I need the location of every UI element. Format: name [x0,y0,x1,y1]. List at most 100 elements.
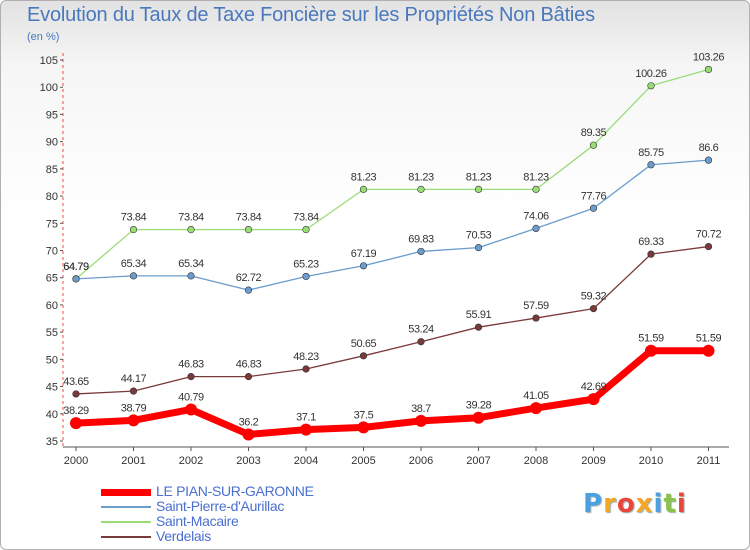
y-tick-label: 85 [46,164,58,176]
data-label: 81.23 [523,171,549,183]
legend-label: Verdelais [156,528,211,544]
series-line-2 [75,68,710,280]
logo-letter: x [635,489,654,519]
logo-letter: r [603,489,617,519]
data-point [704,242,713,251]
x-tick-label: 2009 [581,455,605,467]
data-label: 77.76 [581,190,607,202]
y-tick-label: 55 [46,327,58,339]
data-label: 70.72 [696,229,722,241]
data-label: 70.53 [466,230,492,242]
data-label: 38.79 [121,402,147,414]
data-point [474,185,483,193]
data-label: 67.19 [351,248,377,260]
data-label: 38.29 [63,405,89,417]
data-label: 53.24 [408,324,434,336]
data-label: 64.79 [63,261,89,273]
logo-letter: P [583,489,604,519]
data-label: 37.1 [296,412,316,424]
data-label: 55.91 [466,309,492,321]
data-point [302,225,310,234]
data-label: 46.83 [236,359,262,371]
data-point [129,225,138,234]
data-label: 81.23 [408,171,434,183]
data-point [72,390,80,398]
data-label: 74.06 [523,210,549,222]
data-label: 59.32 [581,291,607,303]
x-tick-label: 2008 [524,455,548,467]
data-point [302,272,310,281]
legend-label: LE PIAN-SUR-GARONNE [156,483,314,499]
x-tick-label: 2010 [639,455,663,467]
logo-letter: i [653,489,664,519]
x-tick-label: 2006 [409,455,433,467]
data-label: 65.34 [178,258,204,270]
data-label: 64.79 [63,261,89,273]
data-point [357,421,370,434]
data-label: 50.65 [351,338,377,350]
data-point [417,185,425,193]
chart-subtitle: (en %) [27,31,60,43]
data-point [474,323,483,331]
data-label: 57.59 [523,300,549,312]
y-tick-label: 65 [46,273,58,285]
data-point [187,272,195,280]
y-tick-label: 90 [46,137,58,149]
data-point [589,204,598,212]
data-point [647,161,655,169]
data-label: 69.83 [408,233,434,245]
data-label: 39.28 [466,400,492,412]
data-point [415,414,427,427]
data-label: 41.05 [523,390,549,402]
y-tick-label: 95 [46,109,58,121]
data-label: 51.59 [696,333,722,345]
x-tick-label: 2007 [466,455,490,467]
data-label: 69.33 [638,236,664,248]
data-point [532,185,540,193]
legend-swatch [101,536,151,538]
data-point [532,224,540,233]
data-point [472,411,485,424]
y-tick-label: 70 [46,246,58,258]
data-point [704,65,713,74]
legend-swatch [101,488,151,496]
data-point [704,156,713,164]
y-tick-label: 45 [46,382,58,394]
data-point [532,314,540,322]
data-label: 103.26 [693,51,725,63]
data-point [647,250,655,258]
data-label: 44.17 [121,373,147,385]
data-point [244,373,253,381]
data-label: 46.83 [178,359,204,371]
data-label: 81.23 [466,171,492,183]
data-label: 38.7 [411,403,431,415]
y-tick-label: 105 [40,55,58,67]
data-point [474,244,483,252]
data-point [244,286,253,294]
series-line-1 [75,159,710,291]
data-label: 86.6 [699,142,719,154]
data-point [645,344,657,357]
data-label: 89.35 [581,127,607,139]
y-tick-label: 80 [46,191,58,203]
data-label: 36.2 [239,416,259,428]
data-point [127,414,140,427]
data-labels-layer: 64.79 73.84 73.84 73.84 73.84 81.23 81.23 81.23… [63,51,725,428]
data-label: 42.69 [581,381,607,393]
data-point [359,185,368,193]
data-point [129,272,138,280]
data-point [530,402,542,415]
data-point [244,225,253,234]
data-point [647,82,655,90]
logo-letter: i [676,489,687,519]
axes: 35 40 45 50 55 60 65 70 75 80 85 90 95 100 105 2000 2001… [40,53,729,467]
legend-item: LE PIAN-SUR-GARONNE [101,483,361,499]
series-line-3 [75,245,710,395]
data-point [587,393,600,406]
data-label: 40.79 [178,391,204,403]
data-point [302,365,310,373]
data-point [417,247,425,256]
y-tick-label: 100 [40,82,58,94]
data-label: 62.72 [236,272,262,284]
